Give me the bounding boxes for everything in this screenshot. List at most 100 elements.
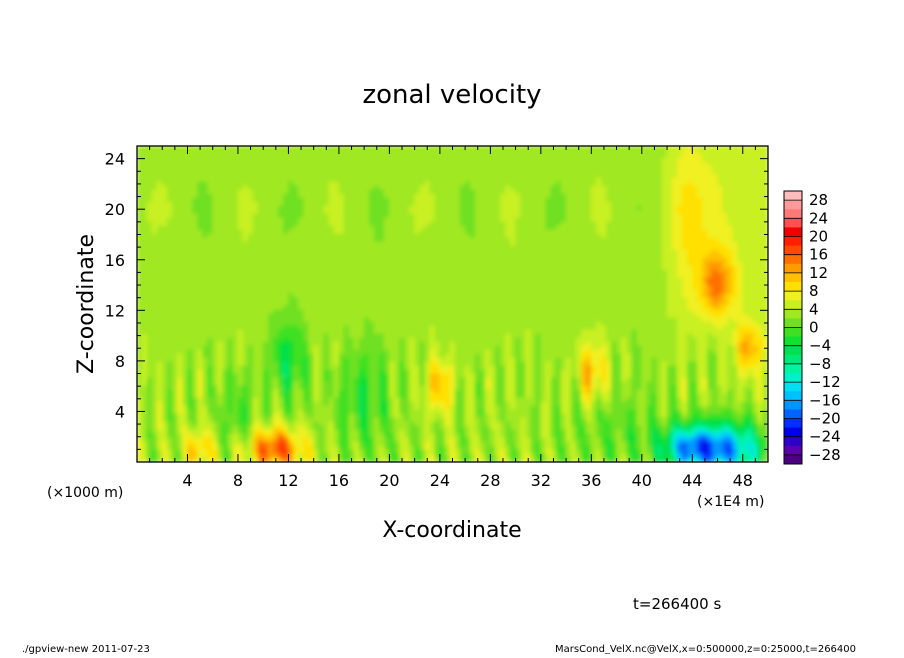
field-cell: [353, 181, 360, 187]
field-cell: [616, 149, 622, 155]
field-cell: [752, 149, 759, 155]
field-cell: [762, 189, 768, 195]
field-cell: [545, 161, 552, 167]
field-cell: [217, 253, 224, 259]
field-cell: [232, 257, 239, 263]
field-cell: [560, 293, 567, 299]
field-cell: [479, 209, 486, 215]
field-cell: [601, 297, 607, 303]
field-cell: [166, 213, 173, 219]
field-cell: [596, 301, 602, 307]
field-cell: [681, 241, 688, 247]
field-cell: [606, 261, 612, 267]
field-cell: [217, 189, 224, 195]
field-cell: [666, 257, 673, 263]
field-cell: [424, 161, 431, 167]
field-cell: [490, 169, 496, 175]
field-cell: [227, 253, 234, 259]
field-cell: [434, 281, 441, 287]
field-cell: [702, 205, 708, 211]
field-cell: [439, 237, 446, 243]
field-cell: [444, 177, 451, 183]
field-cell: [469, 269, 476, 275]
field-cell: [449, 285, 456, 291]
field-cell: [485, 177, 491, 183]
field-cell: [646, 225, 653, 231]
field-cell: [262, 233, 269, 239]
field-cell: [363, 181, 370, 187]
field-cell: [555, 185, 562, 191]
field-cell: [520, 169, 526, 175]
field-cell: [666, 237, 673, 243]
field-cell: [444, 253, 451, 259]
field-cell: [490, 213, 496, 219]
field-cell: [575, 229, 582, 235]
field-cell: [732, 229, 739, 235]
field-cell: [151, 189, 158, 195]
field-cell: [177, 253, 183, 259]
field-cell: [363, 153, 370, 159]
field-cell: [262, 257, 269, 263]
field-cell: [752, 249, 759, 255]
field-cell: [237, 245, 244, 251]
field-cell: [565, 233, 572, 239]
field-cell: [353, 285, 360, 291]
field-cell: [651, 213, 658, 219]
field-cell: [591, 213, 597, 219]
field-cell: [555, 249, 562, 255]
field-cell: [333, 146, 340, 151]
field-cell: [323, 169, 330, 175]
field-cell: [283, 257, 289, 263]
field-cell: [232, 261, 239, 267]
field-cell: [404, 193, 410, 199]
field-cell: [459, 205, 466, 211]
field-cell: [570, 261, 577, 267]
field-cell: [368, 201, 375, 207]
field-cell: [166, 289, 173, 295]
field-cell: [308, 249, 314, 255]
field-cell: [288, 241, 294, 247]
field-cell: [298, 257, 304, 263]
field-cell: [485, 161, 491, 167]
field-cell: [606, 153, 612, 159]
field-cell: [596, 209, 602, 215]
field-cell: [338, 285, 345, 291]
field-cell: [283, 261, 289, 267]
field-cell: [177, 257, 183, 263]
field-cell: [757, 169, 764, 175]
field-cell: [580, 277, 587, 283]
field-cell: [333, 225, 340, 231]
field-cell: [656, 225, 663, 231]
field-cell: [252, 285, 259, 291]
field-cell: [257, 237, 264, 243]
field-cell: [343, 177, 350, 183]
field-cell: [389, 301, 395, 307]
field-cell: [560, 205, 567, 211]
field-cell: [242, 149, 249, 155]
field-cell: [267, 277, 274, 283]
field-cell: [308, 217, 314, 223]
field-cell: [697, 161, 703, 167]
field-cell: [591, 281, 597, 287]
field-cell: [363, 169, 370, 175]
field-cell: [606, 225, 612, 231]
field-cell: [323, 161, 330, 167]
field-cell: [267, 281, 274, 287]
field-cell: [404, 205, 410, 211]
field-cell: [474, 205, 481, 211]
field-cell: [298, 221, 304, 227]
field-cell: [137, 189, 143, 195]
field-cell: [368, 233, 375, 239]
field-cell: [565, 189, 572, 195]
field-cell: [606, 177, 612, 183]
field-cell: [283, 193, 289, 199]
field-cell: [530, 261, 537, 267]
field-cell: [636, 193, 643, 199]
field-cell: [656, 193, 663, 199]
field-cell: [146, 185, 153, 191]
field-cell: [141, 249, 148, 255]
field-cell: [510, 269, 516, 275]
field-cell: [308, 181, 314, 187]
field-cell: [454, 209, 461, 215]
field-cell: [252, 257, 259, 263]
